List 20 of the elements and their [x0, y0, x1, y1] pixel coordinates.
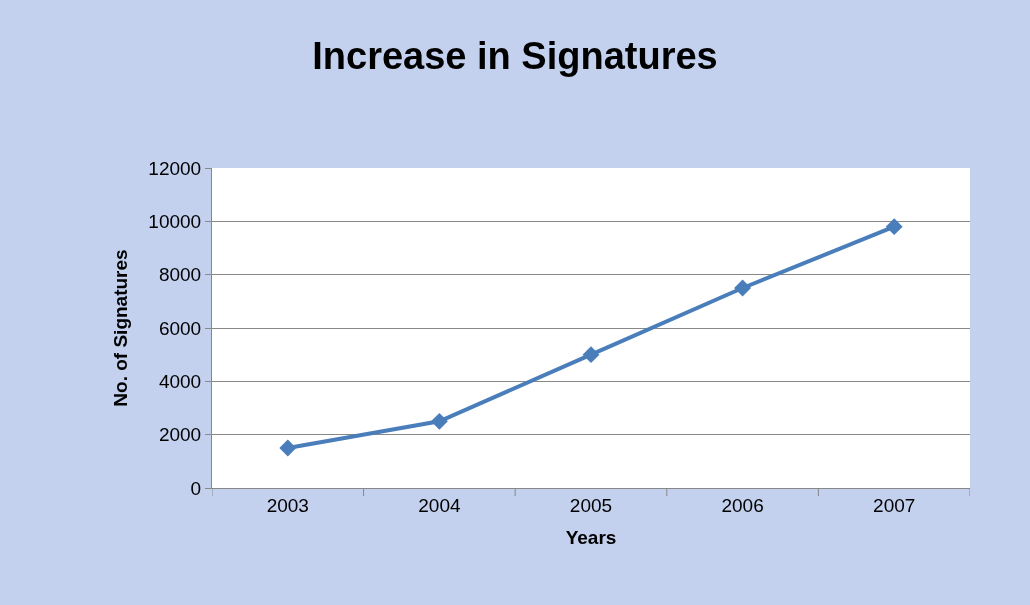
y-tick-label: 2000: [158, 424, 202, 446]
point: [279, 439, 297, 457]
x-tick-label: 2005: [569, 494, 613, 516]
y-axis-title: No. of Signatures: [110, 249, 132, 407]
x-tick-label: 2004: [418, 494, 461, 516]
x-tick-label: 2006: [721, 494, 764, 516]
point: [885, 218, 903, 236]
point: [734, 279, 752, 297]
y-tick-label: 8000: [158, 264, 202, 286]
x-tick-label: 2003: [266, 494, 309, 516]
chart-title: Increase in Signatures: [312, 34, 718, 77]
y-tick-label: 12000: [148, 157, 202, 179]
y-tick-label: 6000: [158, 317, 202, 339]
x-tick-label: 2007: [873, 494, 916, 516]
point: [582, 346, 600, 364]
y-tick-label: 4000: [158, 370, 202, 392]
x-axis-title: Years: [565, 526, 617, 548]
y-tick-label: 0: [190, 477, 202, 499]
point: [430, 412, 448, 430]
y-tick-label: 10000: [148, 210, 202, 232]
